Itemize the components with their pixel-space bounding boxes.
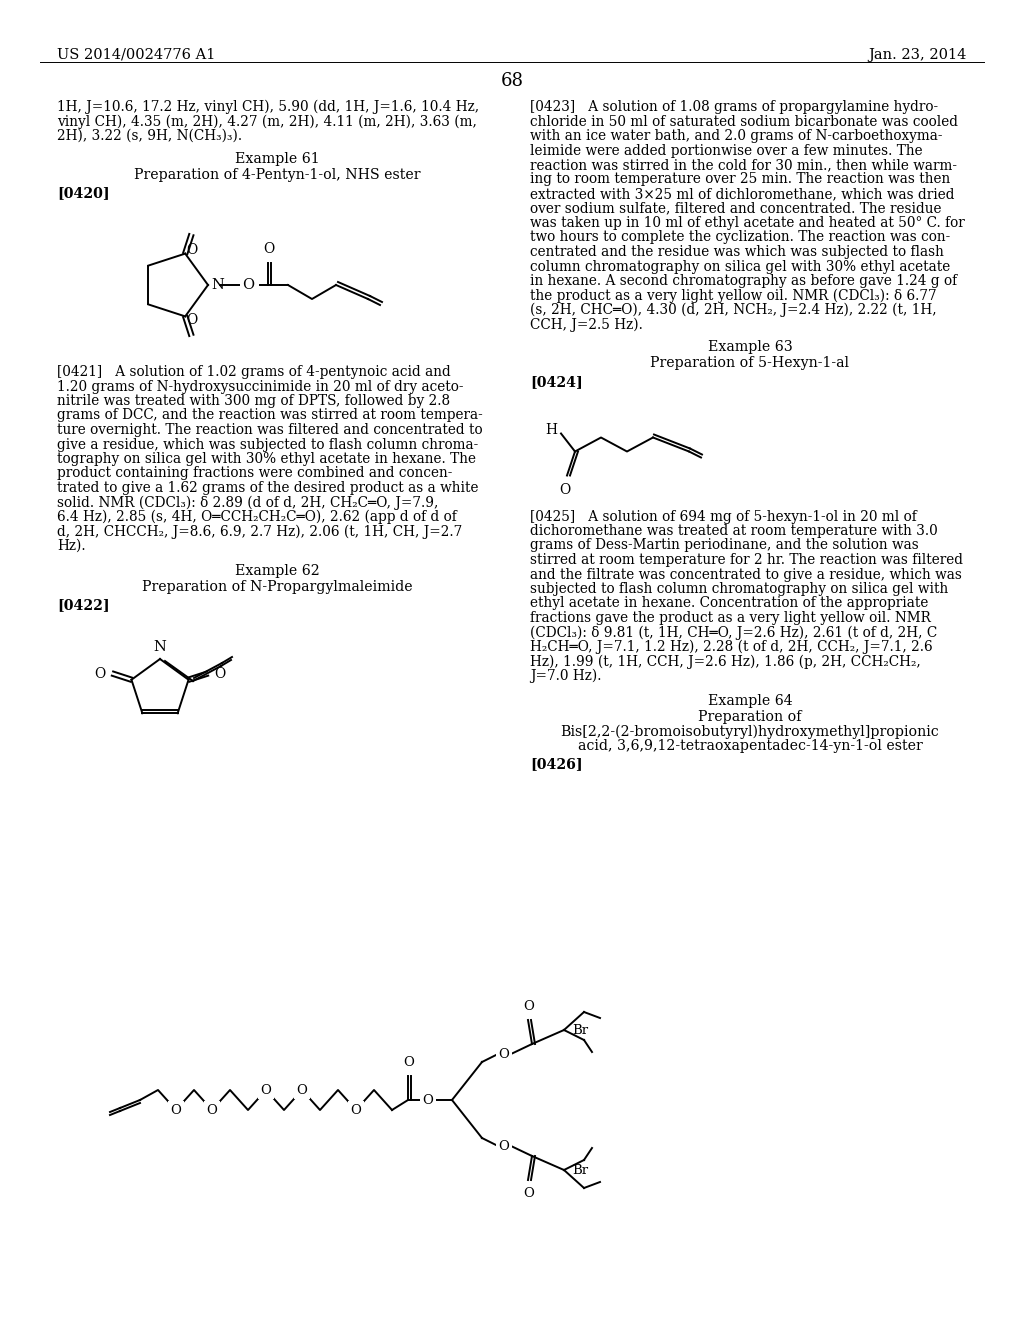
Text: O: O	[559, 483, 570, 496]
Text: trated to give a 1.62 grams of the desired product as a white: trated to give a 1.62 grams of the desir…	[57, 480, 478, 495]
Text: O: O	[207, 1104, 217, 1117]
Text: product containing fractions were combined and concen-: product containing fractions were combin…	[57, 466, 453, 480]
Text: Hz), 1.99 (t, 1H, CCH, J=2.6 Hz), 1.86 (p, 2H, CCH₂CH₂,: Hz), 1.99 (t, 1H, CCH, J=2.6 Hz), 1.86 (…	[530, 655, 921, 669]
Text: chloride in 50 ml of saturated sodium bicarbonate was cooled: chloride in 50 ml of saturated sodium bi…	[530, 115, 958, 128]
Text: O: O	[350, 1104, 361, 1117]
Text: give a residue, which was subjected to flash column chroma-: give a residue, which was subjected to f…	[57, 437, 478, 451]
Text: O: O	[423, 1093, 433, 1106]
Text: O: O	[185, 243, 197, 256]
Text: column chromatography on silica gel with 30% ethyl acetate: column chromatography on silica gel with…	[530, 260, 950, 273]
Text: O: O	[499, 1048, 509, 1060]
Text: [0424]: [0424]	[530, 375, 583, 389]
Text: [0423]   A solution of 1.08 grams of propargylamine hydro-: [0423] A solution of 1.08 grams of propa…	[530, 100, 938, 114]
Text: US 2014/0024776 A1: US 2014/0024776 A1	[57, 48, 215, 62]
Text: ing to room temperature over 25 min. The reaction was then: ing to room temperature over 25 min. The…	[530, 173, 950, 186]
Text: Preparation of N-Propargylmaleimide: Preparation of N-Propargylmaleimide	[141, 579, 413, 594]
Text: Br: Br	[572, 1163, 588, 1176]
Text: [0421]   A solution of 1.02 grams of 4-pentynoic acid and: [0421] A solution of 1.02 grams of 4-pen…	[57, 366, 451, 379]
Text: extracted with 3×25 ml of dichloromethane, which was dried: extracted with 3×25 ml of dichloromethan…	[530, 187, 954, 201]
Text: Br: Br	[572, 1023, 588, 1036]
Text: grams of Dess-Martin periodinane, and the solution was: grams of Dess-Martin periodinane, and th…	[530, 539, 919, 553]
Text: and the filtrate was concentrated to give a residue, which was: and the filtrate was concentrated to giv…	[530, 568, 962, 582]
Text: [0425]   A solution of 694 mg of 5-hexyn-1-ol in 20 ml of: [0425] A solution of 694 mg of 5-hexyn-1…	[530, 510, 916, 524]
Text: Preparation of 4-Pentyn-1-ol, NHS ester: Preparation of 4-Pentyn-1-ol, NHS ester	[134, 168, 420, 182]
Text: Example 63: Example 63	[708, 341, 793, 354]
Text: O: O	[297, 1084, 307, 1097]
Text: O: O	[94, 667, 105, 681]
Text: nitrile was treated with 300 mg of DPTS, followed by 2.8: nitrile was treated with 300 mg of DPTS,…	[57, 393, 451, 408]
Text: dichoromethane was treated at room temperature with 3.0: dichoromethane was treated at room tempe…	[530, 524, 938, 539]
Text: grams of DCC, and the reaction was stirred at room tempera-: grams of DCC, and the reaction was stirr…	[57, 408, 482, 422]
Text: Example 64: Example 64	[708, 693, 793, 708]
Text: O: O	[242, 279, 254, 292]
Text: H: H	[545, 422, 557, 437]
Text: [0420]: [0420]	[57, 186, 110, 201]
Text: Example 62: Example 62	[234, 564, 319, 578]
Text: Preparation of 5-Hexyn-1-al: Preparation of 5-Hexyn-1-al	[650, 356, 850, 371]
Text: the product as a very light yellow oil. NMR (CDCl₃): δ 6.77: the product as a very light yellow oil. …	[530, 289, 937, 302]
Text: solid. NMR (CDCl₃): δ 2.89 (d of d, 2H, CH₂C═O, J=7.9,: solid. NMR (CDCl₃): δ 2.89 (d of d, 2H, …	[57, 495, 438, 510]
Text: 1H, J=10.6, 17.2 Hz, vinyl CH), 5.90 (dd, 1H, J=1.6, 10.4 Hz,: 1H, J=10.6, 17.2 Hz, vinyl CH), 5.90 (dd…	[57, 100, 479, 115]
Text: 6.4 Hz), 2.85 (s, 4H, O═CCH₂CH₂C═O), 2.62 (app d of d of: 6.4 Hz), 2.85 (s, 4H, O═CCH₂CH₂C═O), 2.6…	[57, 510, 457, 524]
Text: with an ice water bath, and 2.0 grams of N-carboethoxyma-: with an ice water bath, and 2.0 grams of…	[530, 129, 942, 143]
Text: 2H), 3.22 (s, 9H, N(CH₃)₃).: 2H), 3.22 (s, 9H, N(CH₃)₃).	[57, 129, 242, 143]
Text: O: O	[523, 1187, 535, 1200]
Text: acid, 3,6,9,12-tetraoxapentadec-14-yn-1-ol ester: acid, 3,6,9,12-tetraoxapentadec-14-yn-1-…	[578, 739, 923, 752]
Text: two hours to complete the cyclization. The reaction was con-: two hours to complete the cyclization. T…	[530, 231, 950, 244]
Text: Preparation of: Preparation of	[698, 710, 802, 723]
Text: leimide were added portionwise over a few minutes. The: leimide were added portionwise over a fe…	[530, 144, 923, 157]
Text: O: O	[523, 1001, 535, 1012]
Text: O: O	[403, 1056, 415, 1069]
Text: (s, 2H, CHC═O), 4.30 (d, 2H, NCH₂, J=2.4 Hz), 2.22 (t, 1H,: (s, 2H, CHC═O), 4.30 (d, 2H, NCH₂, J=2.4…	[530, 304, 937, 317]
Text: (CDCl₃): δ 9.81 (t, 1H, CH═O, J=2.6 Hz), 2.61 (t of d, 2H, C: (CDCl₃): δ 9.81 (t, 1H, CH═O, J=2.6 Hz),…	[530, 626, 937, 640]
Text: [0426]: [0426]	[530, 758, 583, 771]
Text: was taken up in 10 ml of ethyl acetate and heated at 50° C. for: was taken up in 10 ml of ethyl acetate a…	[530, 216, 965, 230]
Text: O: O	[171, 1104, 181, 1117]
Text: Bis[2,2-(2-bromoisobutyryl)hydroxymethyl]propionic: Bis[2,2-(2-bromoisobutyryl)hydroxymethyl…	[560, 725, 939, 739]
Text: fractions gave the product as a very light yellow oil. NMR: fractions gave the product as a very lig…	[530, 611, 931, 624]
Text: tography on silica gel with 30% ethyl acetate in hexane. The: tography on silica gel with 30% ethyl ac…	[57, 451, 476, 466]
Text: O: O	[215, 667, 226, 681]
Text: over sodium sulfate, filtered and concentrated. The residue: over sodium sulfate, filtered and concen…	[530, 202, 941, 215]
Text: 1.20 grams of N-hydroxysuccinimide in 20 ml of dry aceto-: 1.20 grams of N-hydroxysuccinimide in 20…	[57, 380, 464, 393]
Text: ethyl acetate in hexane. Concentration of the appropriate: ethyl acetate in hexane. Concentration o…	[530, 597, 929, 610]
Text: CCH, J=2.5 Hz).: CCH, J=2.5 Hz).	[530, 318, 643, 331]
Text: N: N	[154, 640, 167, 653]
Text: subjected to flash column chromatography on silica gel with: subjected to flash column chromatography…	[530, 582, 948, 597]
Text: ture overnight. The reaction was filtered and concentrated to: ture overnight. The reaction was filtere…	[57, 422, 482, 437]
Text: O: O	[263, 242, 274, 256]
Text: vinyl CH), 4.35 (m, 2H), 4.27 (m, 2H), 4.11 (m, 2H), 3.63 (m,: vinyl CH), 4.35 (m, 2H), 4.27 (m, 2H), 4…	[57, 115, 477, 129]
Text: reaction was stirred in the cold for 30 min., then while warm-: reaction was stirred in the cold for 30 …	[530, 158, 957, 172]
Text: centrated and the residue was which was subjected to flash: centrated and the residue was which was …	[530, 246, 944, 259]
Text: stirred at room temperature for 2 hr. The reaction was filtered: stirred at room temperature for 2 hr. Th…	[530, 553, 963, 568]
Text: N: N	[211, 279, 224, 292]
Text: Example 61: Example 61	[234, 152, 319, 165]
Text: J=7.0 Hz).: J=7.0 Hz).	[530, 669, 601, 684]
Text: d, 2H, CHCCH₂, J=8.6, 6.9, 2.7 Hz), 2.06 (t, 1H, CH, J=2.7: d, 2H, CHCCH₂, J=8.6, 6.9, 2.7 Hz), 2.06…	[57, 524, 462, 539]
Text: O: O	[260, 1084, 271, 1097]
Text: 68: 68	[501, 73, 523, 90]
Text: Hz).: Hz).	[57, 539, 86, 553]
Text: Jan. 23, 2014: Jan. 23, 2014	[868, 48, 967, 62]
Text: [0422]: [0422]	[57, 598, 110, 612]
Text: O: O	[185, 313, 197, 327]
Text: in hexane. A second chromatography as before gave 1.24 g of: in hexane. A second chromatography as be…	[530, 275, 957, 288]
Text: O: O	[499, 1139, 509, 1152]
Text: H₂CH═O, J=7.1, 1.2 Hz), 2.28 (t of d, 2H, CCH₂, J=7.1, 2.6: H₂CH═O, J=7.1, 1.2 Hz), 2.28 (t of d, 2H…	[530, 640, 933, 655]
